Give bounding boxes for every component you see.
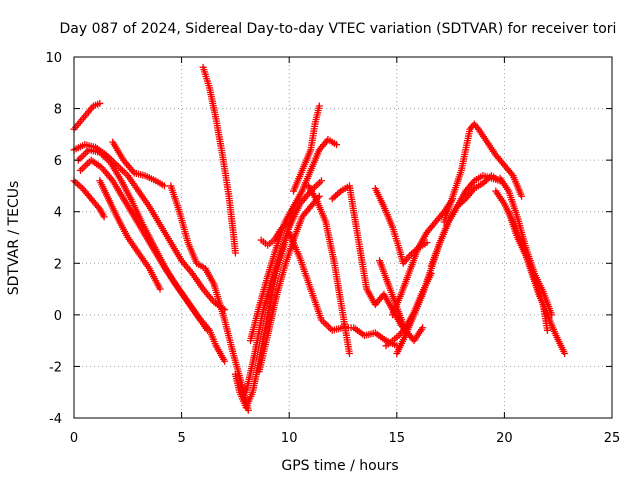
x-tick-label: 15	[389, 431, 406, 446]
data-series-s7	[109, 138, 168, 190]
data-point	[76, 154, 84, 162]
data-point	[221, 357, 229, 365]
data-point	[283, 218, 291, 226]
axis-ticks: 0 5 10 15 20 25 -4 -2 0 2 4 6 8 10	[45, 51, 620, 446]
data-point	[423, 239, 431, 247]
data-point	[80, 151, 88, 159]
data-series-s26	[496, 174, 556, 319]
data-series-s9	[199, 63, 239, 257]
data-point	[323, 321, 331, 329]
data-series-s16	[305, 182, 353, 358]
y-tick-label: -2	[49, 360, 62, 375]
data-point	[317, 177, 325, 185]
y-tick-label: 4	[54, 206, 62, 221]
grid	[74, 57, 612, 418]
chart-title: Day 087 of 2024, Sidereal Day-to-day VTE…	[60, 21, 617, 37]
data-point	[333, 141, 341, 149]
data-series-s15	[290, 102, 323, 195]
x-tick-label: 20	[496, 431, 513, 446]
y-tick-label: -4	[49, 412, 62, 427]
data-series-s3	[70, 141, 229, 314]
data-point	[561, 350, 569, 358]
data-points	[70, 63, 569, 414]
y-tick-label: 6	[54, 154, 62, 169]
data-point	[314, 180, 322, 188]
x-axis-label: GPS time / hours	[281, 458, 398, 474]
data-point	[518, 192, 526, 200]
y-tick-label: 2	[54, 257, 62, 272]
data-point	[160, 182, 168, 190]
x-tick-label: 25	[604, 431, 621, 446]
x-tick-label: 5	[177, 431, 185, 446]
data-point	[96, 99, 104, 107]
data-point	[80, 163, 88, 171]
plot-frame	[73, 56, 613, 419]
data-point	[76, 166, 84, 174]
y-tick-label: 8	[54, 103, 62, 118]
data-point	[100, 213, 108, 221]
data-point	[315, 102, 323, 110]
data-point	[83, 148, 91, 156]
data-series-s8	[167, 182, 252, 414]
data-point	[120, 168, 128, 176]
data-point	[231, 249, 239, 257]
data-series-s17	[285, 228, 401, 350]
data-point	[345, 350, 353, 358]
data-series-s14	[257, 218, 291, 249]
y-axis-label: SDTVAR / TECUs	[6, 181, 22, 296]
data-point	[316, 178, 324, 186]
data-point	[321, 319, 329, 327]
data-series-s22	[371, 185, 431, 267]
data-point	[82, 161, 90, 169]
x-tick-label: 10	[281, 431, 298, 446]
data-series-s6	[96, 177, 164, 293]
data-series-s24	[440, 120, 526, 226]
data-point	[78, 153, 86, 161]
data-point	[312, 182, 320, 190]
data-point	[419, 324, 427, 332]
data-point	[78, 165, 86, 173]
y-tick-label: 0	[54, 309, 62, 324]
data-series-s28	[505, 208, 551, 334]
data-series-s2	[70, 177, 108, 221]
y-tick-label: 10	[45, 51, 62, 66]
data-point	[326, 325, 334, 333]
data-point	[156, 285, 164, 293]
x-tick-label: 0	[70, 431, 78, 446]
data-series-s25	[427, 172, 504, 270]
data-series-s5	[76, 156, 229, 365]
data-series-s1	[70, 99, 104, 133]
data-point	[543, 326, 551, 334]
data-point	[122, 170, 130, 178]
